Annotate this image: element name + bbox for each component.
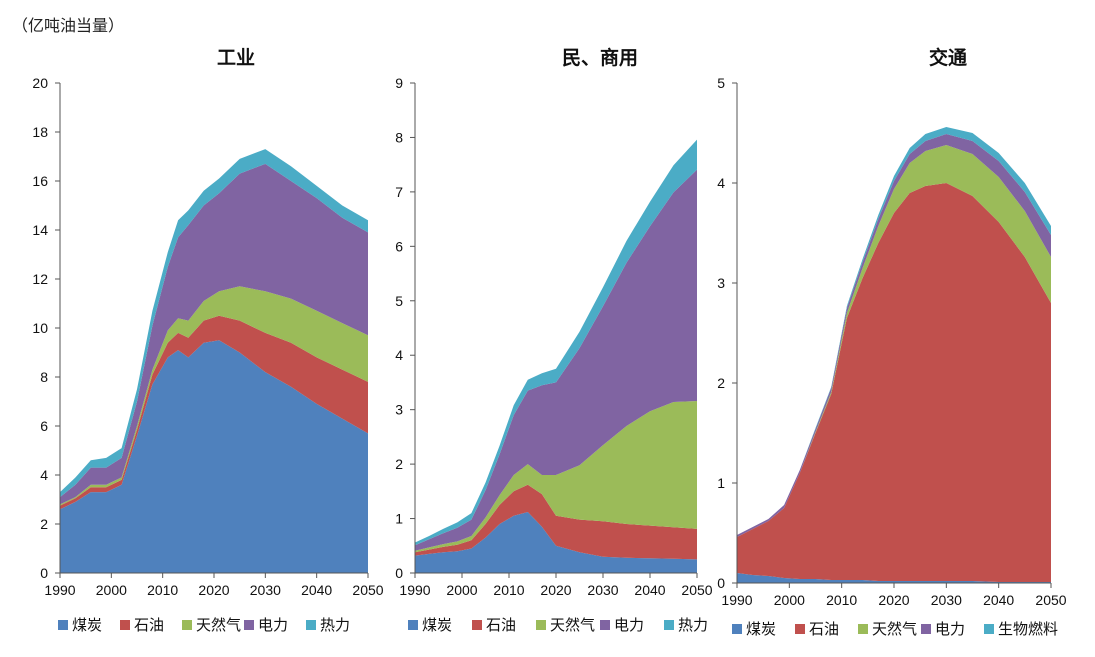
area-series-heat xyxy=(415,139,697,546)
y-tick-label: 14 xyxy=(32,222,48,238)
legend-swatch-coal xyxy=(408,620,418,630)
y-tick-label: 1 xyxy=(717,475,725,491)
legend-label-coal: 煤炭 xyxy=(422,616,452,634)
y-tick-label: 2 xyxy=(717,375,725,391)
legend-label-power: 电力 xyxy=(935,620,965,638)
x-tick-label: 2010 xyxy=(826,592,857,608)
y-tick-label: 10 xyxy=(32,320,48,336)
x-tick-label: 2010 xyxy=(147,582,178,598)
legend-swatch-coal xyxy=(732,624,742,634)
legend-swatch-oil xyxy=(795,624,805,634)
area-series-coal xyxy=(737,573,1051,583)
legend-label-heat: 热力 xyxy=(678,616,708,634)
chart-panel-1: 0 2 4 6 8 10 12 14 16 18 20 1990 2000 2010 2020 2030 204… xyxy=(32,47,383,634)
legend-swatch-bio xyxy=(984,624,994,634)
y-tick-label: 4 xyxy=(717,175,725,191)
area-series-heat xyxy=(60,149,368,498)
area-series-oil xyxy=(415,484,697,560)
legend-swatch-power xyxy=(244,620,254,630)
area-series-power xyxy=(60,163,368,505)
y-tick-label: 5 xyxy=(395,293,403,309)
legend-label-oil: 石油 xyxy=(134,616,164,634)
x-tick-label: 2000 xyxy=(774,592,805,608)
y-tick-label: 16 xyxy=(32,173,48,189)
y-tick-label: 12 xyxy=(32,271,48,287)
x-tick-label: 2000 xyxy=(96,582,127,598)
area-series-gas xyxy=(60,286,368,506)
x-tick-label: 2020 xyxy=(878,592,909,608)
legend-label-oil: 石油 xyxy=(809,620,839,638)
x-tick-label: 2000 xyxy=(446,582,477,598)
y-tick-label: 0 xyxy=(40,565,48,581)
legend-label-coal: 煤炭 xyxy=(746,620,776,638)
y-tick-label: 9 xyxy=(395,75,403,91)
area-series-coal xyxy=(60,340,368,573)
x-tick-label: 1990 xyxy=(399,582,430,598)
x-tick-label: 2040 xyxy=(634,582,665,598)
x-tick-label: 1990 xyxy=(721,592,752,608)
y-tick-label: 4 xyxy=(395,347,403,363)
legend-swatch-coal xyxy=(58,620,68,630)
y-tick-label: 6 xyxy=(395,238,403,254)
legend-label-power: 电力 xyxy=(258,616,288,634)
area-series-oil xyxy=(60,315,368,510)
legend-label-gas: 天然气 xyxy=(550,616,595,634)
legend-label-gas: 天然气 xyxy=(196,616,241,634)
y-tick-label: 20 xyxy=(32,75,48,91)
x-tick-label: 2020 xyxy=(540,582,571,598)
area-series-gas xyxy=(415,401,697,553)
legend-swatch-gas xyxy=(182,620,192,630)
x-tick-label: 1990 xyxy=(44,582,75,598)
legend-swatch-oil xyxy=(120,620,130,630)
legend-swatch-power xyxy=(600,620,610,630)
y-tick-label: 4 xyxy=(40,467,48,483)
chart-title: 交通 xyxy=(929,46,968,69)
area-series-coal xyxy=(415,512,697,573)
legend-label-coal: 煤炭 xyxy=(72,616,102,634)
y-tick-label: 3 xyxy=(717,275,725,291)
x-tick-label: 2050 xyxy=(1035,592,1066,608)
y-tick-label: 1 xyxy=(395,511,403,527)
chart-title: 民、商用 xyxy=(562,46,638,69)
unit-label: （亿吨油当量） xyxy=(12,16,125,35)
x-tick-label: 2030 xyxy=(587,582,618,598)
y-tick-label: 0 xyxy=(717,575,725,591)
x-tick-label: 2040 xyxy=(301,582,332,598)
legend-swatch-heat xyxy=(306,620,316,630)
y-tick-label: 8 xyxy=(395,129,403,145)
x-tick-label: 2030 xyxy=(250,582,281,598)
x-tick-label: 2050 xyxy=(681,582,712,598)
legend-label-oil: 石油 xyxy=(486,616,516,634)
legend-label-bio: 生物燃料 xyxy=(998,620,1058,638)
legend-label-gas: 天然气 xyxy=(872,620,917,638)
legend-swatch-heat xyxy=(664,620,674,630)
x-tick-label: 2020 xyxy=(198,582,229,598)
chart-panel-2: 0 1 2 3 4 5 6 7 8 9 1990 2000 2010 2020 2030 2040 2050 民、… xyxy=(395,46,713,634)
y-tick-label: 8 xyxy=(40,369,48,385)
y-tick-label: 7 xyxy=(395,184,403,200)
x-tick-label: 2010 xyxy=(493,582,524,598)
y-tick-label: 6 xyxy=(40,418,48,434)
legend-swatch-gas xyxy=(858,624,868,634)
y-tick-label: 18 xyxy=(32,124,48,140)
legend-swatch-gas xyxy=(536,620,546,630)
y-tick-label: 3 xyxy=(395,402,403,418)
y-tick-label: 2 xyxy=(40,516,48,532)
y-tick-label: 0 xyxy=(395,565,403,581)
x-tick-label: 2040 xyxy=(983,592,1014,608)
area-series-power xyxy=(415,169,697,551)
x-tick-label: 2050 xyxy=(352,582,383,598)
y-tick-label: 5 xyxy=(717,75,725,91)
y-tick-label: 2 xyxy=(395,456,403,472)
x-tick-label: 2030 xyxy=(931,592,962,608)
legend-label-heat: 热力 xyxy=(320,616,350,634)
legend-label-power: 电力 xyxy=(614,616,644,634)
legend-swatch-power xyxy=(921,624,931,634)
area-series-oil xyxy=(737,183,1051,582)
chart-title: 工业 xyxy=(217,47,255,69)
legend-swatch-oil xyxy=(472,620,482,630)
